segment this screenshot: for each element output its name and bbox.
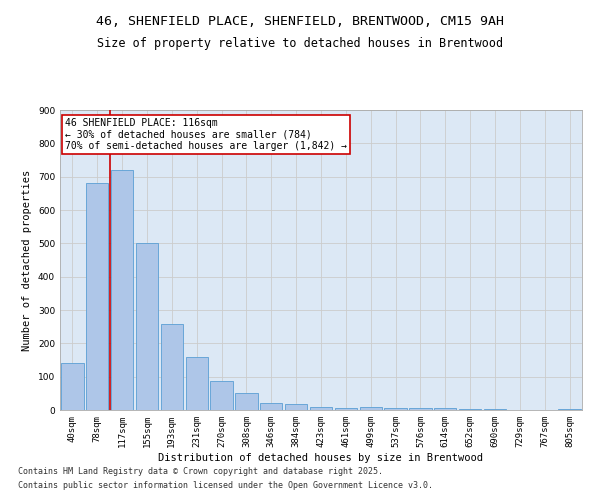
- Bar: [235, 394, 257, 410]
- Text: Contains HM Land Registry data © Crown copyright and database right 2025.: Contains HM Land Registry data © Crown c…: [18, 468, 383, 476]
- Text: 46, SHENFIELD PLACE, SHENFIELD, BRENTWOOD, CM15 9AH: 46, SHENFIELD PLACE, SHENFIELD, BRENTWOO…: [96, 15, 504, 28]
- Bar: [161, 324, 183, 410]
- Bar: [211, 380, 233, 410]
- Bar: [434, 408, 457, 410]
- Bar: [459, 408, 481, 410]
- Bar: [61, 364, 83, 410]
- Bar: [111, 170, 133, 410]
- Bar: [310, 406, 332, 410]
- Text: Size of property relative to detached houses in Brentwood: Size of property relative to detached ho…: [97, 38, 503, 51]
- Bar: [285, 404, 307, 410]
- Bar: [86, 184, 109, 410]
- Bar: [136, 244, 158, 410]
- Bar: [409, 408, 431, 410]
- Text: Contains public sector information licensed under the Open Government Licence v3: Contains public sector information licen…: [18, 481, 433, 490]
- Bar: [185, 358, 208, 410]
- X-axis label: Distribution of detached houses by size in Brentwood: Distribution of detached houses by size …: [158, 452, 484, 462]
- Bar: [260, 402, 283, 410]
- Y-axis label: Number of detached properties: Number of detached properties: [22, 170, 32, 350]
- Bar: [385, 408, 407, 410]
- Bar: [335, 408, 357, 410]
- Bar: [359, 406, 382, 410]
- Text: 46 SHENFIELD PLACE: 116sqm
← 30% of detached houses are smaller (784)
70% of sem: 46 SHENFIELD PLACE: 116sqm ← 30% of deta…: [65, 118, 347, 150]
